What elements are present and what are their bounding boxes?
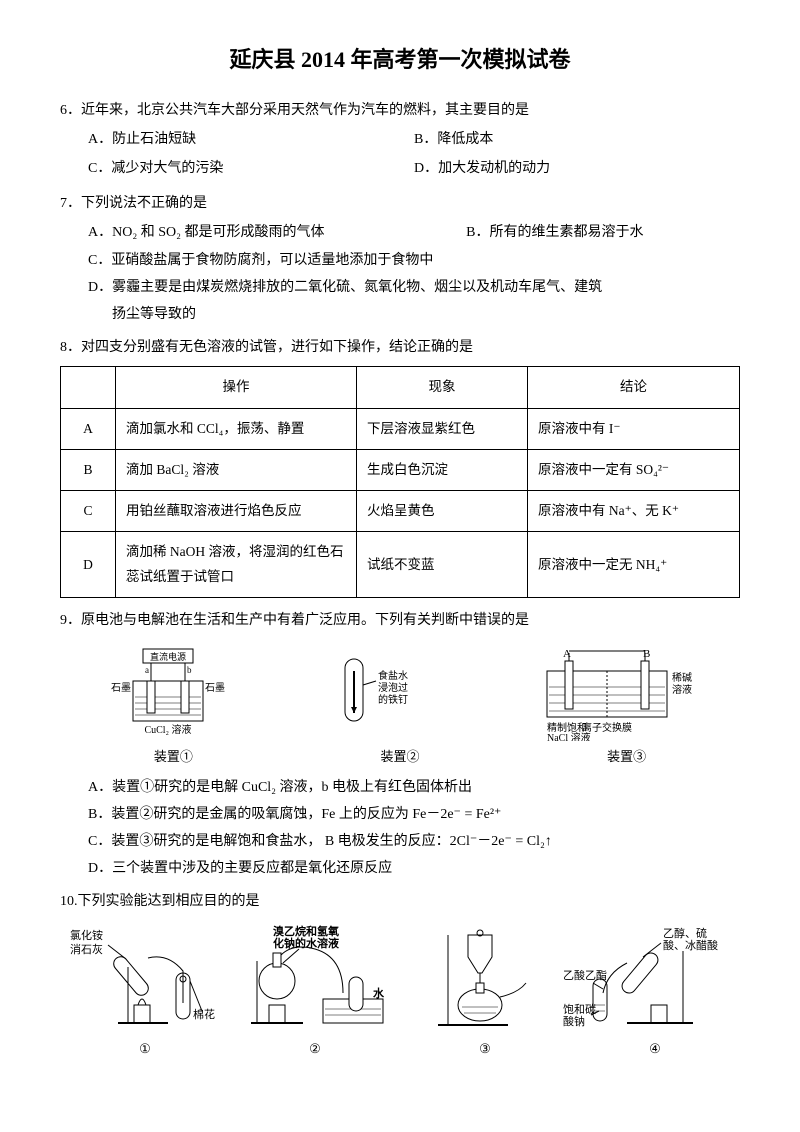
svg-text:直流电源: 直流电源 bbox=[150, 651, 186, 662]
q10-fig4: 乙醇、硫 酸、冰醋酸 乙酸乙酯 饱和碳 酸钠 bbox=[563, 923, 733, 1033]
q10-cap4: ④ bbox=[649, 1037, 661, 1060]
question-6: 6．近年来，北京公共汽车大部分采用天然气作为汽车的燃料，其主要目的是 A．防止石… bbox=[60, 98, 740, 184]
q8-c-op: 用铂丝蘸取溶液进行焰色反应 bbox=[116, 491, 357, 532]
svg-text:石墨: 石墨 bbox=[111, 682, 131, 694]
q8-d-con: 原溶液中一定无 NH₄⁺ bbox=[528, 532, 740, 598]
q10-cap1: ① bbox=[139, 1037, 151, 1060]
q8-a-con: 原溶液中有 I⁻ bbox=[528, 408, 740, 449]
q8-c-l: C bbox=[61, 491, 116, 532]
question-8: 8．对四支分别盛有无色溶液的试管，进行如下操作，结论正确的是 操作 现象 结论 … bbox=[60, 335, 740, 598]
q8-h-con: 结论 bbox=[528, 367, 740, 408]
q9-opt-a: A．装置①研究的是电解 CuCl₂ 溶液，b 电极上有红色固体析出 bbox=[88, 775, 740, 800]
svg-text:乙醇、硫: 乙醇、硫 bbox=[663, 926, 707, 940]
q8-row-b: B 滴加 BaCl₂ 溶液 生成白色沉淀 原溶液中一定有 SO₄²⁻ bbox=[61, 449, 740, 490]
svg-text:溶液: 溶液 bbox=[672, 683, 692, 696]
q10-fig1: 氯化铵 消石灰 棉花 bbox=[68, 923, 218, 1033]
q8-b-op: 滴加 BaCl₂ 溶液 bbox=[116, 449, 357, 490]
q8-b-con: 原溶液中一定有 SO₄²⁻ bbox=[528, 449, 740, 490]
q7-opt-d-2: 扬尘等导致的 bbox=[112, 302, 740, 327]
q7-opt-b: B．所有的维生素都易溶于水 bbox=[466, 220, 643, 245]
q8-h-ph: 现象 bbox=[357, 367, 528, 408]
q8-row-d: D 滴加稀 NaOH 溶液，将湿润的红色石蕊试纸置于试管口 试纸不变蓝 原溶液中… bbox=[61, 532, 740, 598]
q9-cap1: 装置① bbox=[154, 745, 193, 768]
q8-d-l: D bbox=[61, 532, 116, 598]
svg-text:氯化铵: 氯化铵 bbox=[70, 928, 103, 942]
q8-h-op: 操作 bbox=[116, 367, 357, 408]
q8-stem: 8．对四支分别盛有无色溶液的试管，进行如下操作，结论正确的是 bbox=[60, 335, 740, 360]
exam-title: 延庆县 2014 年高考第一次模拟试卷 bbox=[60, 40, 740, 80]
q9-fig2: 食盐水 浸泡过 的铁钉 bbox=[310, 641, 440, 741]
svg-text:饱和碳: 饱和碳 bbox=[563, 1002, 596, 1016]
q8-c-ph: 火焰呈黄色 bbox=[357, 491, 528, 532]
svg-text:B: B bbox=[643, 648, 650, 660]
q8-b-ph: 生成白色沉淀 bbox=[357, 449, 528, 490]
q9-fig3: A B 精制饱和 NaCl 溶液 离子交换膜 稀碱 溶液 bbox=[507, 641, 707, 741]
q9-stem: 9．原电池与电解池在生活和生产中有着广泛应用。下列有关判断中错误的是 bbox=[60, 608, 740, 633]
q10-fig3 bbox=[418, 923, 548, 1033]
q9-opt-c: C．装置③研究的是电解饱和食盐水， B 电极发生的反应：2Cl⁻－2e⁻ = C… bbox=[88, 829, 740, 854]
q10-stem: 10.下列实验能达到相应目的的是 bbox=[60, 889, 740, 914]
svg-text:离子交换膜: 离子交换膜 bbox=[582, 721, 632, 734]
svg-text:消石灰: 消石灰 bbox=[70, 942, 103, 956]
svg-text:b: b bbox=[187, 665, 192, 675]
q6-stem: 6．近年来，北京公共汽车大部分采用天然气作为汽车的燃料，其主要目的是 bbox=[60, 98, 740, 123]
q9-opt-d: D．三个装置中涉及的主要反应都是氧化还原反应 bbox=[88, 856, 740, 881]
svg-text:A: A bbox=[563, 648, 571, 660]
q7-stem: 7．下列说法不正确的是 bbox=[60, 191, 740, 216]
q10-cap2: ② bbox=[309, 1037, 321, 1060]
question-9: 9．原电池与电解池在生活和生产中有着广泛应用。下列有关判断中错误的是 直流电源 … bbox=[60, 608, 740, 881]
q8-d-op: 滴加稀 NaOH 溶液，将湿润的红色石蕊试纸置于试管口 bbox=[116, 532, 357, 598]
svg-text:石墨: 石墨 bbox=[205, 682, 225, 694]
q7-opt-a: A．NO₂ 和 SO₂ 都是可形成酸雨的气体 bbox=[88, 220, 466, 245]
svg-text:CuCl₂ 溶液: CuCl₂ 溶液 bbox=[145, 723, 192, 736]
question-7: 7．下列说法不正确的是 A．NO₂ 和 SO₂ 都是可形成酸雨的气体 B．所有的… bbox=[60, 191, 740, 327]
svg-text:棉花: 棉花 bbox=[193, 1007, 215, 1021]
q8-row-a: A 滴加氯水和 CCl₄，振荡、静置 下层溶液显紫红色 原溶液中有 I⁻ bbox=[61, 408, 740, 449]
q8-row-c: C 用铂丝蘸取溶液进行焰色反应 火焰呈黄色 原溶液中有 Na⁺、无 K⁺ bbox=[61, 491, 740, 532]
q8-a-l: A bbox=[61, 408, 116, 449]
q6-opt-c: C．减少对大气的污染 bbox=[88, 156, 414, 181]
q6-opt-d: D．加大发动机的动力 bbox=[414, 156, 740, 181]
svg-text:稀碱: 稀碱 bbox=[672, 671, 692, 684]
q6-opt-b: B．降低成本 bbox=[414, 127, 740, 152]
q7-opt-d-1: D．雾霾主要是由煤炭燃烧排放的二氧化硫、氮氧化物、烟尘以及机动车尾气、建筑 bbox=[88, 275, 740, 300]
q6-opt-a: A．防止石油短缺 bbox=[88, 127, 414, 152]
svg-text:浸泡过: 浸泡过 bbox=[378, 681, 408, 694]
q8-a-op: 滴加氯水和 CCl₄，振荡、静置 bbox=[116, 408, 357, 449]
q8-b-l: B bbox=[61, 449, 116, 490]
q10-fig2: 溴乙烷和氢氧 化钠的水溶液 水 bbox=[233, 923, 403, 1033]
svg-text:化钠的水溶液: 化钠的水溶液 bbox=[273, 936, 340, 950]
q8-a-ph: 下层溶液显紫红色 bbox=[357, 408, 528, 449]
question-10: 10.下列实验能达到相应目的的是 氯化铵 消石灰 棉花 溴乙烷和氢氧 化钠的水溶… bbox=[60, 889, 740, 1060]
q7-opt-c: C．亚硝酸盐属于食物防腐剂，可以适量地添加于食物中 bbox=[88, 248, 740, 273]
q9-cap2: 装置② bbox=[380, 745, 419, 768]
svg-text:溴乙烷和氢氧: 溴乙烷和氢氧 bbox=[273, 924, 339, 938]
q8-d-ph: 试纸不变蓝 bbox=[357, 532, 528, 598]
q9-fig1: 直流电源 a b 石墨 石墨 CuCl₂ 溶液 bbox=[93, 641, 243, 741]
q8-c-con: 原溶液中有 Na⁺、无 K⁺ bbox=[528, 491, 740, 532]
q9-opt-b: B．装置②研究的是金属的吸氧腐蚀，Fe 上的反应为 Fe－2e⁻ = Fe²⁺ bbox=[88, 802, 740, 827]
svg-text:乙酸乙酯: 乙酸乙酯 bbox=[563, 968, 607, 982]
svg-text:水: 水 bbox=[373, 986, 385, 1000]
svg-text:酸钠: 酸钠 bbox=[563, 1014, 585, 1028]
svg-text:食盐水: 食盐水 bbox=[378, 669, 408, 682]
svg-text:酸、冰醋酸: 酸、冰醋酸 bbox=[663, 938, 718, 952]
q10-cap3: ③ bbox=[479, 1037, 491, 1060]
svg-text:的铁钉: 的铁钉 bbox=[378, 693, 408, 706]
q8-table: 操作 现象 结论 A 滴加氯水和 CCl₄，振荡、静置 下层溶液显紫红色 原溶液… bbox=[60, 366, 740, 598]
svg-text:a: a bbox=[145, 665, 149, 675]
q9-cap3: 装置③ bbox=[607, 745, 646, 768]
